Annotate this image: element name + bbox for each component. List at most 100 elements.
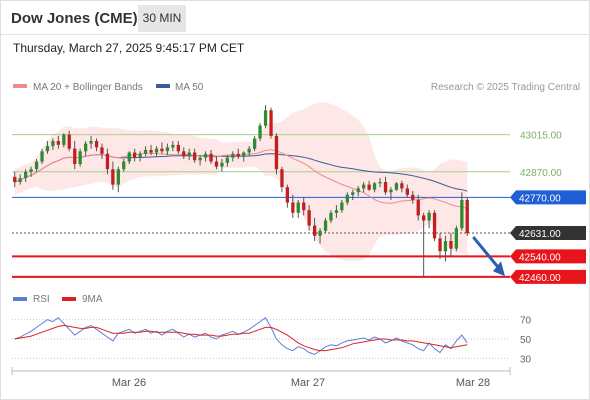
time-axis-label: Mar 28 <box>456 377 490 389</box>
forecast-arrow-shaft <box>472 236 501 270</box>
candle-body <box>18 178 22 182</box>
candle-body <box>367 184 371 190</box>
level-label-last: 42631.00 <box>519 229 561 240</box>
rsi-legend-label: RSI <box>33 294 50 305</box>
candle-body <box>383 182 388 193</box>
time-axis: Mar 26 Mar 27 Mar 28 <box>11 367 511 389</box>
level-label-support: 42540.00 <box>519 252 561 263</box>
candle-body <box>345 194 349 203</box>
level-labels-layer: 43015.00 42870.00 42770.00 42631.00 42540.00… <box>510 131 586 284</box>
candle-body <box>258 125 262 139</box>
candle-body <box>40 151 44 162</box>
time-axis-label: Mar 26 <box>112 377 146 389</box>
rsi-panel: 70 50 30 <box>12 316 532 365</box>
instrument-title: Dow Jones (CME) <box>11 10 138 27</box>
bollinger-band <box>14 102 468 262</box>
candle-body <box>296 202 300 213</box>
chart-header: Dow Jones (CME) 30 MIN <box>1 1 589 35</box>
forecast-arrow-head <box>493 261 505 277</box>
candle-body <box>182 151 186 157</box>
rsi-legend-swatch <box>13 297 27 301</box>
9ma-legend-label: 9MA <box>82 294 103 305</box>
candle-body <box>313 225 317 236</box>
candle-body <box>236 153 240 157</box>
candle-body <box>460 200 464 229</box>
level-label-bg-pivot <box>510 190 586 205</box>
candle-body <box>280 169 284 188</box>
rsi-tick-label: 50 <box>520 335 532 346</box>
candle-body <box>133 152 137 158</box>
candle-body <box>203 153 208 158</box>
candle-body <box>176 144 180 152</box>
level-label-resistance: 43015.00 <box>520 131 562 142</box>
header-divider <box>1 34 589 35</box>
candle-body <box>231 153 235 158</box>
candle-body <box>154 148 159 153</box>
level-label-support: 42460.00 <box>519 273 561 284</box>
candle-body <box>45 146 50 152</box>
candle-body <box>171 144 175 148</box>
candle-body <box>84 143 88 152</box>
candle-body <box>94 141 99 148</box>
rsi-line <box>14 316 468 356</box>
candle-body <box>372 183 377 190</box>
copyright-text: Research © 2025 Trading Central <box>431 82 580 93</box>
candle-body <box>78 151 82 165</box>
candle-body <box>362 184 366 189</box>
candle-body <box>160 148 164 152</box>
candle-body <box>13 176 17 182</box>
candle-body <box>465 200 469 234</box>
candle-body <box>422 215 426 221</box>
candle-body <box>351 192 355 195</box>
level-label-bg-support <box>510 269 586 284</box>
timestamp: Thursday, March 27, 2025 9:45:17 PM CET <box>13 41 245 55</box>
ma20-line <box>14 149 468 210</box>
ma20-legend-swatch <box>13 84 27 88</box>
bollinger-band-layer <box>14 102 468 262</box>
candle-body <box>105 153 110 170</box>
candle-body <box>356 188 360 193</box>
candle-body <box>165 147 170 152</box>
level-label-bg-last <box>510 226 586 241</box>
candle-body <box>62 134 66 145</box>
level-label-resistance: 42870.00 <box>520 168 562 179</box>
candle-body <box>438 238 442 252</box>
candle-body <box>432 212 437 239</box>
ma20-legend-label: MA 20 + Bollinger Bands <box>33 82 143 93</box>
9ma-legend-swatch <box>62 297 76 301</box>
candle-body <box>89 141 93 144</box>
candle-body <box>24 171 28 179</box>
candle-body <box>149 150 153 153</box>
candle-body <box>56 141 60 145</box>
candle-body <box>329 212 333 221</box>
candle-body <box>269 110 273 136</box>
rsi-tick-label: 70 <box>520 316 532 327</box>
candle-body <box>225 157 229 163</box>
candle-body <box>302 202 306 211</box>
candle-body <box>318 230 322 236</box>
candle-body <box>378 182 382 184</box>
candle-body <box>29 169 33 172</box>
candle-body <box>274 135 279 170</box>
candle-body <box>400 183 404 189</box>
ma50-legend-label: MA 50 <box>175 82 204 93</box>
candle-body <box>405 188 409 195</box>
level-label-bg-support <box>510 249 586 264</box>
candle-body <box>127 152 131 162</box>
candle-body <box>411 194 415 200</box>
candle-body <box>138 153 142 158</box>
level-label-pivot: 42770.00 <box>519 193 561 204</box>
candle-body <box>122 161 126 170</box>
candle-body <box>100 147 104 154</box>
candle-body <box>449 241 453 249</box>
candle-body <box>193 152 197 161</box>
interval-button[interactable]: 30 MIN <box>138 5 186 32</box>
candles-layer <box>13 105 469 277</box>
rsi-tick-label: 30 <box>520 354 532 365</box>
candle-body <box>340 202 344 211</box>
candle-body <box>214 161 219 167</box>
candle-body <box>34 161 39 170</box>
candle-body <box>394 183 399 190</box>
candle-body <box>198 157 202 161</box>
